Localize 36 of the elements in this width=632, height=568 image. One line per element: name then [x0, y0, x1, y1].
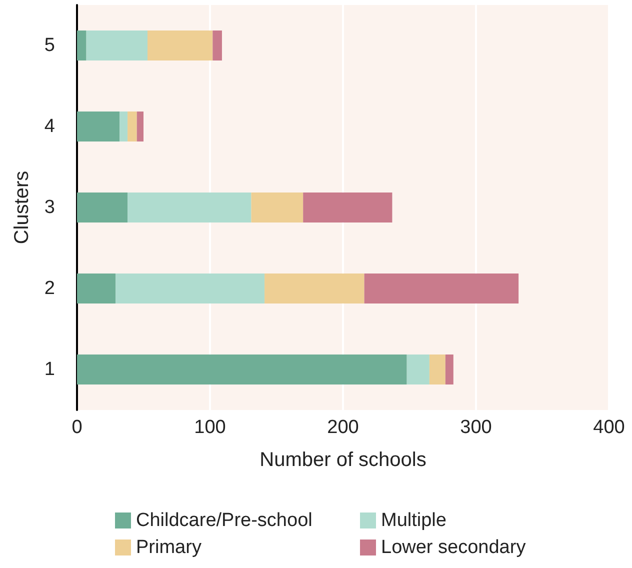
- y-tick-label: 4: [44, 116, 56, 137]
- x-tick-label: 300: [460, 417, 492, 438]
- bar: [77, 192, 128, 222]
- bar: [264, 274, 364, 304]
- legend-label: Childcare/Pre-school: [136, 510, 312, 531]
- legend-label: Multiple: [381, 510, 446, 531]
- y-tick-label: 2: [44, 278, 55, 299]
- bar: [445, 354, 454, 384]
- bar: [251, 192, 304, 222]
- x-axis-title: Number of schools: [260, 449, 426, 471]
- bar: [429, 354, 446, 384]
- bar: [77, 112, 120, 142]
- bar: [77, 354, 407, 384]
- bar: [303, 192, 392, 222]
- legend-label: Primary: [136, 537, 202, 558]
- legend-label: Lower secondary: [381, 537, 526, 558]
- x-tick-label: 200: [327, 417, 359, 438]
- bar: [86, 30, 148, 60]
- x-tick-label: 0: [72, 417, 82, 438]
- bar: [212, 30, 222, 60]
- bar: [128, 192, 252, 222]
- bar: [128, 112, 137, 142]
- y-tick-label: 1: [44, 359, 55, 380]
- bar: [116, 274, 265, 304]
- bar: [77, 30, 86, 60]
- y-tick-label: 5: [44, 35, 55, 56]
- bar: [120, 112, 128, 142]
- bar: [406, 354, 430, 384]
- y-tick-label: 3: [44, 197, 55, 218]
- y-axis-title: Clusters: [11, 170, 33, 244]
- bar: [364, 274, 519, 304]
- x-tick-label: 400: [593, 417, 625, 438]
- x-tick-label: 100: [194, 417, 226, 438]
- bar: [136, 112, 144, 142]
- bar: [147, 30, 213, 60]
- bar: [77, 274, 116, 304]
